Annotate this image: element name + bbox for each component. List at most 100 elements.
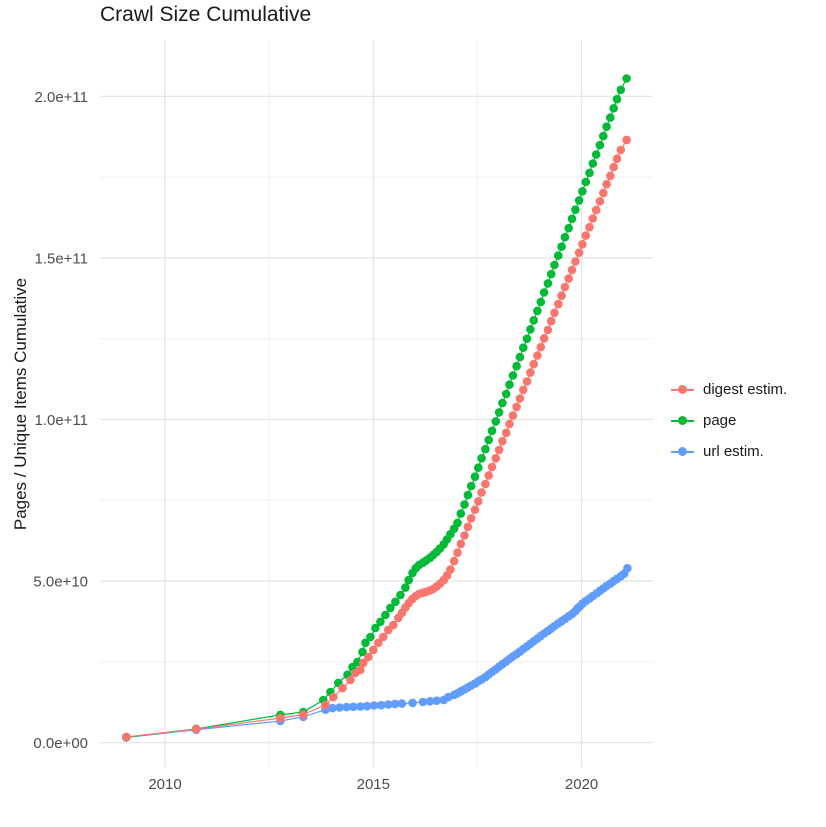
legend: digest estim. page url estim. [671, 374, 787, 467]
data-point [384, 700, 393, 709]
legend-label: url estim. [703, 443, 764, 460]
legend-key-icon [671, 412, 694, 430]
data-point [466, 481, 476, 491]
data-point [588, 159, 598, 168]
data-point [463, 490, 473, 500]
data-point [554, 299, 563, 309]
data-point [536, 297, 546, 307]
data-point [356, 702, 365, 711]
data-point [550, 260, 559, 270]
data-point [508, 371, 518, 380]
data-point [616, 85, 626, 95]
data-point [622, 74, 631, 83]
data-point [505, 380, 514, 389]
data-point [616, 145, 626, 155]
data-point [470, 472, 480, 482]
data-point [591, 205, 601, 215]
data-point [595, 140, 605, 150]
data-point [425, 697, 435, 706]
data-point [564, 274, 573, 283]
data-point [361, 638, 370, 648]
data-point [484, 435, 494, 445]
data-point [321, 700, 330, 710]
data-point [191, 724, 201, 734]
data-point [574, 248, 584, 257]
data-point [364, 652, 373, 662]
data-point [460, 500, 469, 509]
x-tick-labels: 2010 2015 2020 [148, 776, 598, 793]
data-point [526, 368, 535, 377]
data-point [533, 351, 542, 360]
y-axis-title: Pages / Unique Items Cumulative [11, 277, 30, 531]
data-point [449, 556, 459, 566]
series-line [126, 567, 628, 739]
data-point [554, 251, 563, 260]
data-point [622, 135, 631, 145]
data-point [567, 214, 577, 224]
data-point [356, 665, 365, 675]
data-point [588, 214, 598, 223]
data-point [346, 675, 355, 685]
data-point [567, 265, 577, 275]
data-point [276, 713, 285, 723]
data-point [453, 548, 462, 557]
data-point [401, 583, 410, 592]
legend-key-dot [678, 385, 687, 394]
data-point [456, 539, 466, 549]
data-point [453, 518, 462, 528]
data-point [501, 389, 511, 399]
data-point [381, 610, 390, 620]
data-point [539, 334, 549, 343]
data-point [369, 645, 378, 655]
data-point [519, 343, 528, 353]
data-point [335, 703, 344, 712]
data-point [526, 325, 535, 334]
data-point [349, 702, 358, 712]
data-point [560, 232, 570, 242]
data-point [578, 187, 587, 196]
data-point [581, 231, 591, 240]
data-point [546, 316, 556, 326]
legend-item-digest-estim: digest estim. [671, 374, 787, 405]
data-point [557, 291, 566, 301]
y-tick-label: 0.0e+00 [33, 735, 88, 752]
legend-key-icon [671, 381, 694, 399]
data-point [543, 325, 553, 335]
legend-key-icon [671, 443, 694, 461]
data-point [571, 257, 580, 266]
x-tick-label: 2015 [357, 776, 390, 793]
legend-key-dot [678, 447, 687, 456]
data-point [557, 242, 566, 251]
data-point [529, 316, 538, 325]
data-point [543, 279, 553, 288]
data-point [397, 699, 407, 708]
data-point [612, 154, 622, 163]
data-point [477, 488, 486, 497]
data-point [494, 408, 504, 417]
data-point [376, 617, 385, 627]
data-point [606, 113, 615, 122]
data-point [460, 531, 469, 540]
data-point [602, 179, 611, 189]
data-point [386, 603, 395, 613]
data-point [623, 563, 632, 573]
data-point [122, 732, 131, 742]
data-point [466, 514, 476, 523]
data-point [585, 168, 594, 178]
data-point [591, 150, 601, 159]
data-point [487, 462, 497, 472]
legend-label: page [703, 412, 737, 429]
data-point [491, 454, 501, 463]
data-point [494, 445, 504, 455]
data-point [481, 479, 490, 489]
data-point [474, 497, 483, 506]
data-point [564, 223, 573, 233]
data-point [512, 402, 521, 412]
data-point [418, 697, 428, 707]
data-point [342, 702, 351, 712]
data-point [491, 417, 501, 426]
data-point [404, 575, 414, 585]
data-point [578, 240, 587, 249]
data-point [606, 171, 615, 181]
